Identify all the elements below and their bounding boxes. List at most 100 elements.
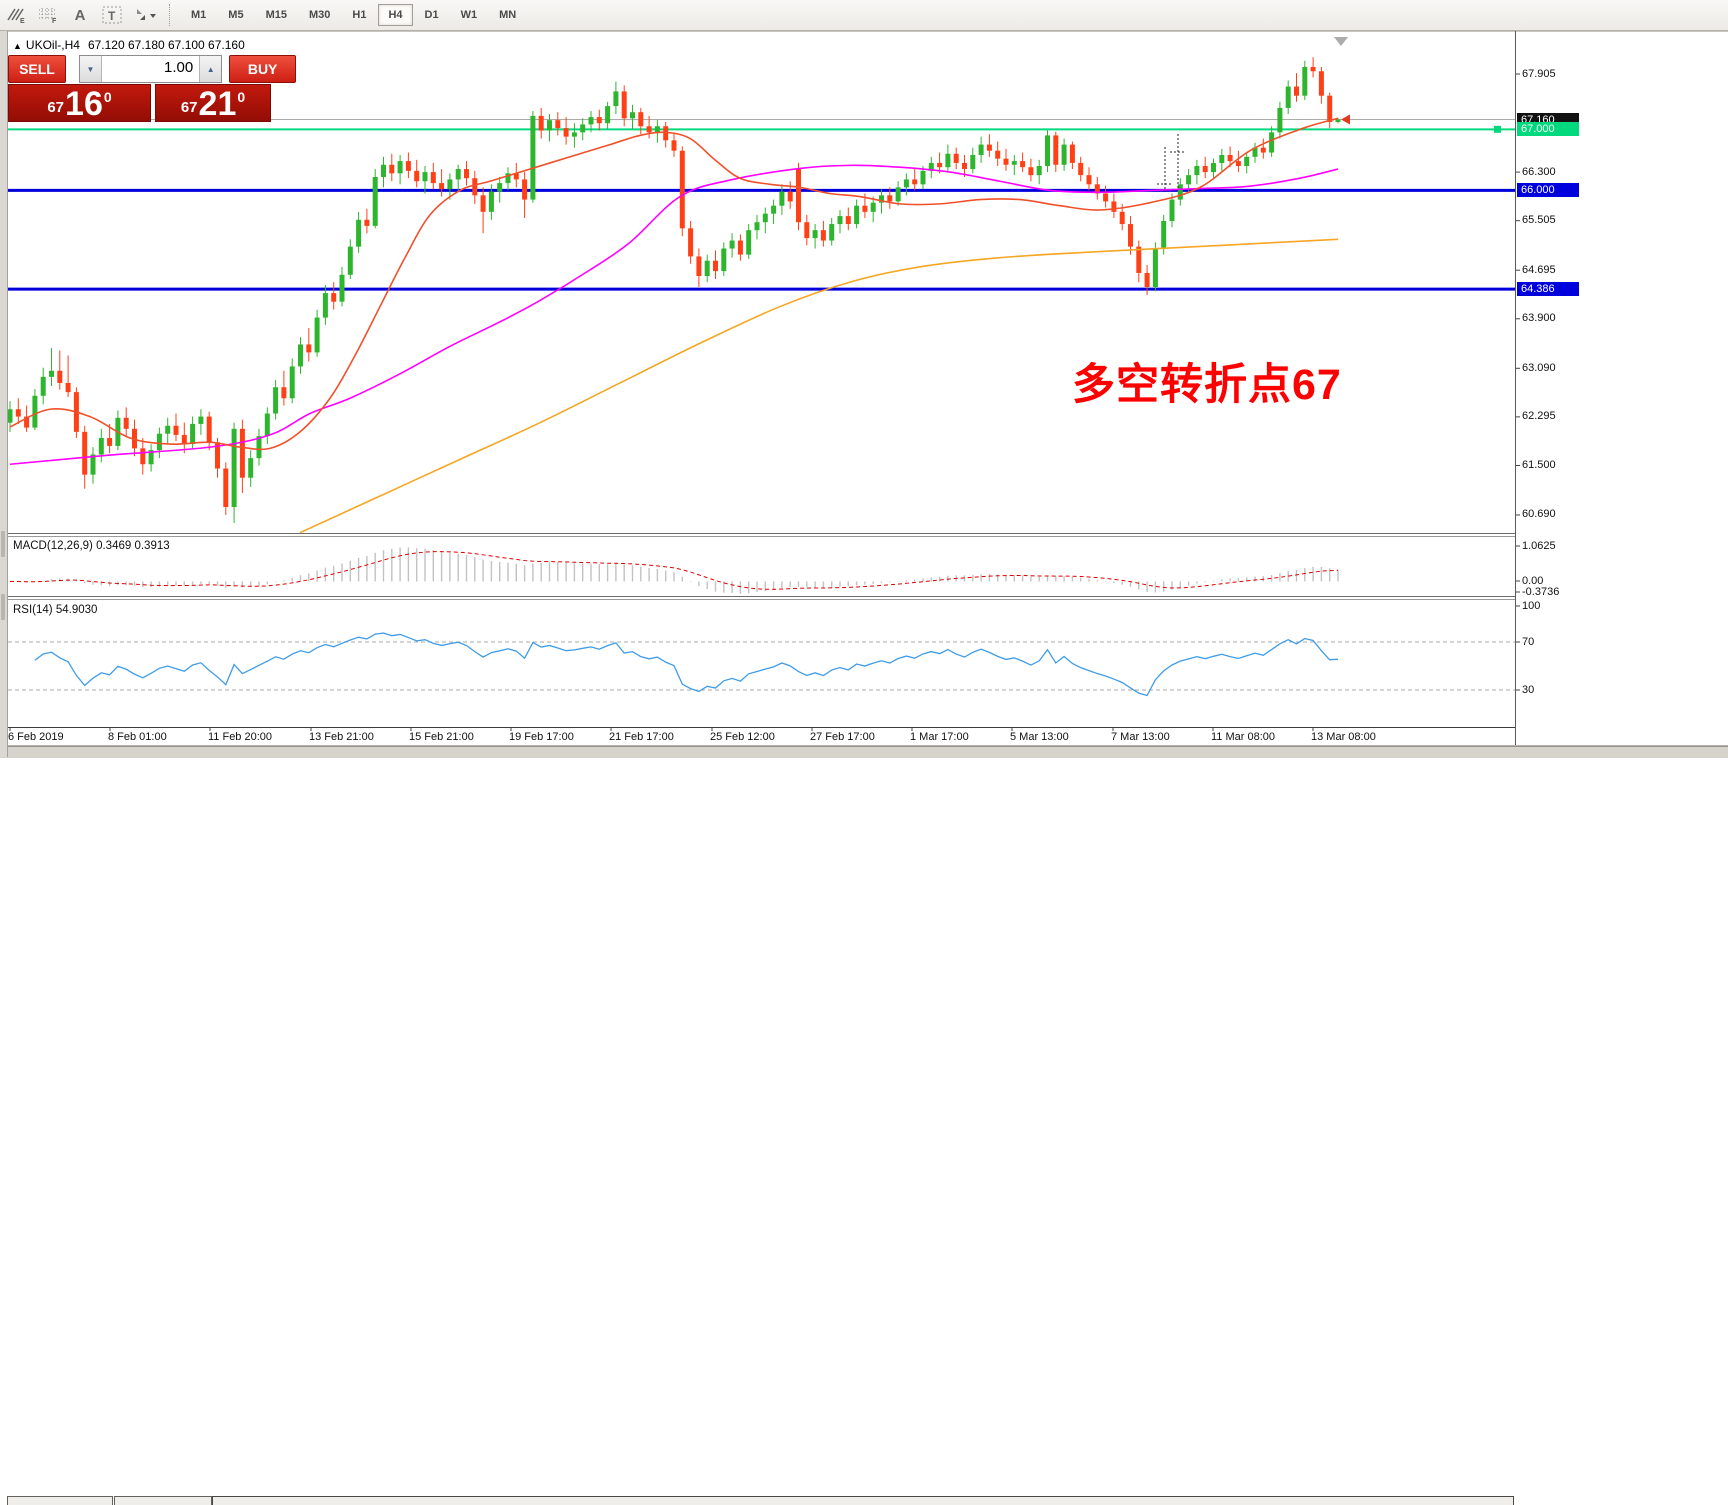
buy-button[interactable]: BUY	[229, 55, 296, 83]
price-tick-label: 66.300	[1522, 165, 1556, 178]
candle-body	[65, 382, 71, 393]
macd-histogram-bar	[1154, 581, 1157, 593]
macd-histogram-bar	[797, 581, 800, 587]
tf-button-D1[interactable]: D1	[424, 9, 439, 21]
chart-tab-1[interactable]	[7, 1496, 113, 1505]
macd-histogram-bar	[640, 566, 642, 582]
tf-button-W1[interactable]: W1	[460, 9, 478, 21]
rsi_panel-axis-label: 100	[1522, 599, 1541, 612]
tf-button-M5[interactable]: M5	[228, 9, 244, 21]
candle-body	[986, 144, 992, 151]
macd-histogram-bar	[158, 581, 161, 587]
green-line-handle[interactable]	[1494, 125, 1501, 133]
macd-histogram-bar	[283, 580, 285, 582]
tf-button-M1[interactable]: M1	[191, 9, 207, 21]
candle-body	[206, 416, 212, 443]
chart-canvas[interactable]	[0, 0, 1728, 757]
collapse-triangle-icon[interactable]: ▲	[13, 41, 22, 51]
macd-histogram-bar	[1005, 574, 1007, 582]
macd-histogram-bar	[1196, 581, 1198, 584]
rsi-line[interactable]	[34, 632, 1339, 697]
main-macd-separator[interactable]	[8, 533, 1515, 534]
macd-histogram-bar	[839, 581, 841, 587]
current-price-arrow	[1341, 114, 1350, 125]
sell-price-display[interactable]: 67 16 0	[8, 84, 151, 122]
macd-histogram-bar	[416, 548, 418, 582]
candle-body	[953, 153, 959, 163]
macd-histogram-bar	[482, 559, 484, 582]
candle-body	[1235, 161, 1241, 166]
splitter-grip[interactable]	[1, 531, 5, 557]
candle-body	[140, 448, 146, 465]
macd-rsi-separator[interactable]	[8, 596, 1515, 597]
tf-button-M30[interactable]: M30	[308, 9, 331, 21]
macd-histogram-bar	[366, 555, 368, 582]
macd-histogram-bar	[606, 564, 609, 582]
macd-histogram-bar	[540, 562, 542, 582]
macd-signal-line[interactable]	[9, 551, 1339, 590]
candle-body	[173, 425, 179, 435]
macd-histogram-bar	[424, 548, 426, 582]
candle-body	[497, 183, 503, 192]
tf-button-MN[interactable]: MN	[499, 9, 517, 21]
macd-histogram-bar	[997, 574, 999, 582]
candle-body	[1177, 184, 1183, 200]
macd-histogram-bar	[274, 581, 277, 582]
macd-histogram-bar	[831, 581, 833, 588]
one-click-trade-panel: SELL ▼ 1.00 ▲ BUY 67 16 0 67 21 0	[8, 55, 296, 122]
macd-histogram-bar	[723, 581, 725, 593]
candle-body	[7, 409, 13, 423]
buy-price-int: 67	[180, 99, 198, 116]
splitter-grip[interactable]	[1, 594, 5, 620]
macd-histogram-bar	[1146, 581, 1148, 593]
buy-price-display[interactable]: 67 21 0	[155, 84, 271, 122]
candle-body	[156, 433, 162, 451]
candle-body	[281, 387, 287, 399]
slow-ma[interactable]	[299, 238, 1339, 534]
macd-histogram-bar	[1013, 575, 1015, 582]
candle-body	[1020, 161, 1026, 168]
candle-body	[123, 417, 129, 429]
macd-histogram-bar	[1295, 569, 1298, 582]
candle-body	[40, 376, 46, 396]
candle-body	[1086, 175, 1092, 185]
chart-shift-triangle[interactable]	[1334, 37, 1348, 46]
candle-body	[887, 195, 893, 202]
expert-advisors-icon[interactable]: E	[1, 3, 31, 27]
chart-tab-2[interactable]	[114, 1496, 212, 1505]
candle-body	[1252, 147, 1258, 157]
macd-histogram-bar	[930, 577, 932, 582]
macd-histogram-bar	[216, 581, 219, 586]
macd-histogram-bar	[507, 562, 509, 582]
candle-body	[1136, 246, 1142, 273]
volume-value[interactable]: 1.00	[164, 59, 194, 76]
fast-ma[interactable]	[9, 117, 1339, 451]
macd-histogram-bar	[557, 562, 559, 582]
candle-body	[895, 187, 901, 202]
font-icon[interactable]: A	[74, 6, 86, 24]
macd-histogram-bar	[1030, 576, 1032, 582]
macd-histogram-bar	[175, 581, 177, 586]
candle-body	[812, 230, 818, 239]
date-label: 13 Mar 08:00	[1311, 731, 1376, 743]
chart-tab-3[interactable]	[212, 1496, 1514, 1505]
date-label: 11 Mar 08:00	[1211, 731, 1276, 743]
text-label-icon[interactable]: T	[97, 3, 127, 27]
macd-histogram-bar	[225, 581, 227, 588]
macd-histogram-bar	[789, 581, 791, 587]
date-label: 5 Mar 13:00	[1010, 731, 1069, 743]
macd-histogram-bar	[1046, 575, 1049, 582]
medium-ma[interactable]	[9, 164, 1339, 466]
grid-icon[interactable]: F	[33, 3, 63, 27]
tf-button-H4[interactable]: H4	[378, 4, 413, 26]
volume-increase-button[interactable]: ▲	[199, 56, 222, 82]
sell-price-point: 0	[103, 89, 112, 105]
macd-histogram-bar	[1221, 579, 1223, 582]
sell-button[interactable]: SELL	[8, 55, 66, 83]
volume-decrease-button[interactable]: ▼	[79, 56, 102, 82]
candle-body	[962, 162, 967, 170]
tf-button-M15[interactable]: M15	[265, 9, 287, 21]
candle-body	[1318, 71, 1324, 96]
tf-button-H1[interactable]: H1	[352, 9, 367, 21]
arrange-arrows-icon[interactable]	[129, 3, 159, 27]
